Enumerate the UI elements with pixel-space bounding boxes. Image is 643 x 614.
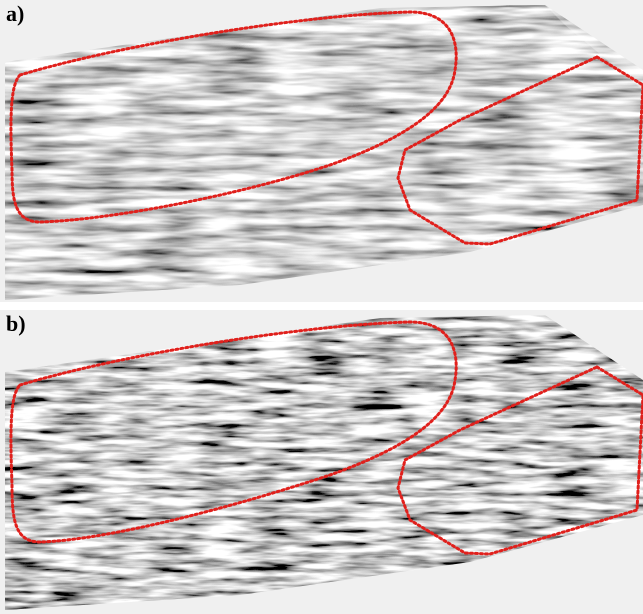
figure: a) b)	[0, 0, 643, 614]
panel-label: b)	[6, 311, 26, 336]
panel-label: a)	[6, 1, 24, 26]
panel-a: a)	[0, 0, 643, 302]
page: a) b) (() => { const data = JSON.parse(d…	[0, 0, 643, 614]
panel-b: b)	[0, 310, 643, 614]
